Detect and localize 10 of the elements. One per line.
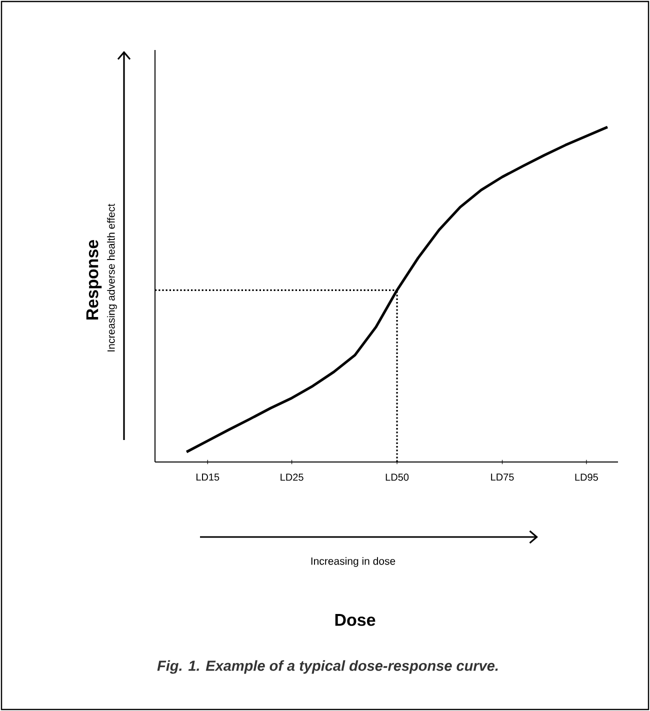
x-tick-label: LD95: [575, 474, 598, 481]
text: Dose: [335, 614, 376, 626]
y-axis-title: Response: [86, 240, 102, 320]
text: Increasing adverse health effect: [107, 204, 117, 352]
caption: Fig. 1. Example of a typical dose-response curve.: [157, 660, 498, 674]
x-tick-label: LD25: [280, 474, 304, 481]
x-tick-label: LD50: [386, 474, 409, 481]
x-tick-label: LD75: [491, 474, 514, 481]
x-tick-label: LD15: [196, 474, 220, 481]
text: Increasing in dose: [311, 557, 396, 567]
